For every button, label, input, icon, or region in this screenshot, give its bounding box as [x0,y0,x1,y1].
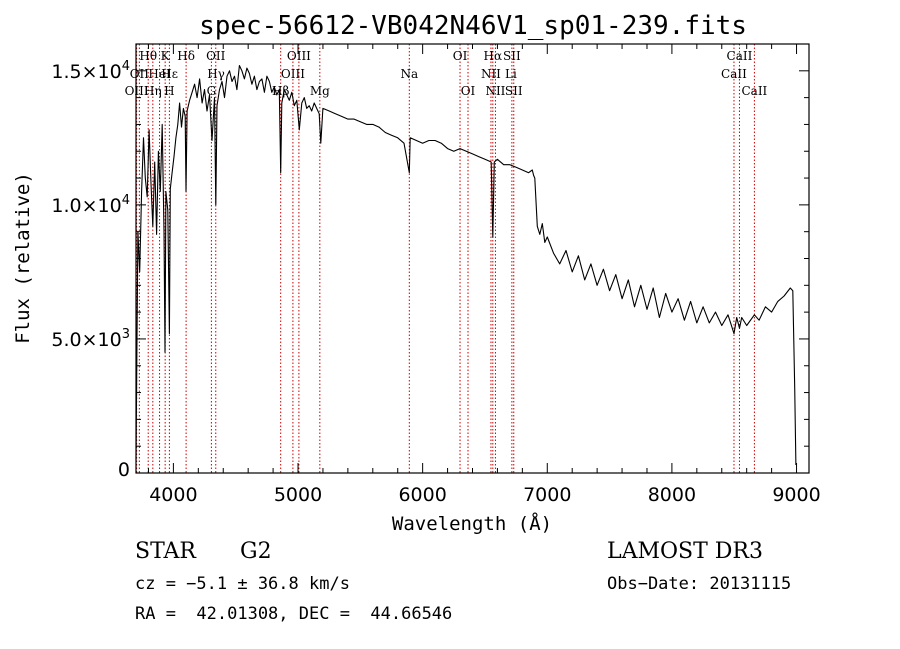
x-tick-label: 6000 [398,484,446,506]
ra-dec-coordinates: RA = 42.01308, DEC = 44.66546 [135,604,453,624]
survey-name: LAMOST DR3 [607,539,763,564]
redshift-velocity: cz = −5.1 ± 36.8 km/s [135,574,350,594]
spectral-line-label: SII [505,84,523,98]
y-tick-label: 1.0×104 [51,193,130,217]
spectral-line-label: Hδ [177,49,195,63]
y-tick-label: 0 [118,459,130,481]
spectral-line-label: OI [453,49,468,63]
spectrum-line [135,64,797,466]
spectral-line-label: CaII [727,49,753,63]
x-tick-label: 4000 [149,484,197,506]
y-axis-ticks: 0 5.0×103 1.0×104 1.5×104 [51,59,809,481]
spectral-line-label: Li [505,67,517,81]
line-marker-group [136,44,755,473]
spectral-line-label: H [164,84,174,98]
spectral-line-label: Hα [484,49,503,63]
spectral-line-label: OIII [125,84,149,98]
spectral-line-label: Mg [310,84,330,98]
x-axis-label: Wavelength (Å) [392,512,552,535]
spectral-line-label: Hγ [207,67,225,81]
x-tick-label: 9000 [772,484,820,506]
y-tick-label: 1.5×104 [51,59,130,83]
spectral-line-label: Hη [144,84,162,98]
spectral-line-label: CaII [741,84,767,98]
spectral-line-label: Na [400,67,418,81]
spectral-line-label: OIII [281,67,305,81]
spectral-line-label: G [207,84,217,98]
spectral-line-label: OI [461,84,476,98]
spectral-line-label: HeI [148,67,171,81]
x-tick-label: 8000 [648,484,696,506]
spectral-line-label: NII [481,67,501,81]
spectral-line-label: SII [503,49,521,63]
x-axis-ticks: 4000 5000 6000 7000 8000 9000 [147,44,821,506]
chart-title: spec-56612-VB042N46V1_sp01-239.fits [199,11,747,41]
spectral-line-label: Hθ [139,49,157,63]
plot-frame [135,43,810,474]
spectral-line-label: CaII [721,67,747,81]
y-tick-label: 5.0×103 [51,327,130,351]
y-axis-label: Flux (relative) [12,172,34,344]
x-tick-label: 7000 [523,484,571,506]
object-subclass: G2 [240,539,272,564]
spectral-line-label: OII [130,67,150,81]
spectral-line-label: K [161,49,171,63]
x-tick-label: 5000 [274,484,322,506]
spectral-line-label: OIII [287,49,311,63]
observation-date: Obs−Date: 20131115 [607,574,792,594]
object-class: STAR [135,539,196,564]
spectral-line-label: NII [485,84,505,98]
spectral-line-label: OII [206,49,226,63]
spectral-line-label: Hε [161,67,178,81]
